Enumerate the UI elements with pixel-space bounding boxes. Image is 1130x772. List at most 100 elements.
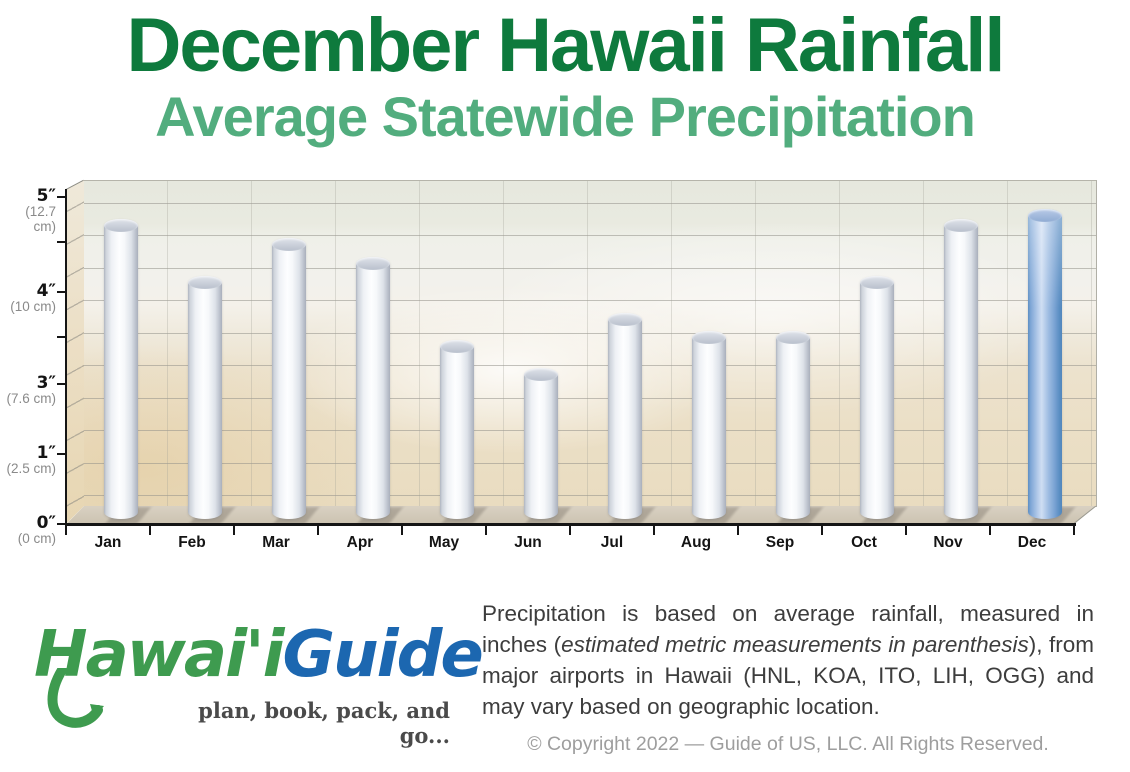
y-axis-tick [57,522,66,526]
page-subtitle: Average Statewide Precipitation [155,85,976,148]
gridline-horizontal [84,365,1096,367]
gridline-vertical [167,181,169,507]
y-axis-tick [57,240,66,244]
y-axis-tick [57,195,66,199]
x-axis-tick [400,525,404,535]
description-italic: estimated metric measurements in parenth… [561,632,1029,657]
x-axis-tick [148,525,152,535]
bar-cap [776,331,810,344]
gridline-vertical [923,181,925,507]
bar-jun [524,367,558,519]
logo-text-hawaii: Hawai'i [34,618,285,692]
page-title: December Hawaii Rainfall [126,3,1005,88]
x-axis-label-may: May [428,534,460,551]
bar-cap [356,256,390,270]
y-axis-label-inches: 5″ [36,186,56,206]
bar-oct [860,275,894,519]
gridline-vertical [419,181,421,507]
bar-dec [1028,209,1062,519]
x-axis-tick [316,525,320,535]
gridline-vertical [1091,181,1093,507]
x-axis-tick [988,525,992,535]
x-axis-tick [568,525,572,535]
x-axis-label-feb: Feb [178,534,206,551]
gridline-vertical [335,181,337,507]
y-axis-label-inches: 0″ [36,513,56,533]
x-axis-label-nov: Nov [933,534,963,551]
gridline-vertical [503,181,505,507]
gridline-horizontal [84,397,1096,399]
x-axis-label-sep: Sep [765,534,795,551]
x-axis-tick [820,525,824,535]
bar-aug [692,331,726,519]
bar-cap [272,237,306,251]
description-part3: ), from major airports in Hawaii (HNL, K… [482,632,1094,719]
bar-mar [272,237,306,519]
y-axis-tick [57,382,66,386]
copyright-text: © Copyright 2022 — Guide of US, LLC. All… [527,733,1049,755]
gridline-vertical [587,181,589,507]
gridline-horizontal [84,332,1096,334]
x-axis-line [64,523,1076,526]
x-axis-label-jan: Jan [94,534,122,551]
description-text: Precipitation is based on average rainfa… [482,598,1094,722]
bar-cap [440,340,474,354]
hawaiiguide-logo: Hawai'iGuide [34,618,484,692]
x-axis-label-oct: Oct [851,534,877,551]
logo-tagline: plan, book, pack, and go... [198,698,450,748]
bar-nov [944,218,978,519]
y-axis-tick [57,335,66,339]
gridline-vertical [839,181,841,507]
x-axis-label-apr: Apr [346,534,374,551]
bar-jan [104,218,138,519]
bar-sep [776,331,810,519]
y-axis-tick [57,452,66,456]
description-part1: Precipitation is based on average rainfa… [482,601,1094,657]
x-axis-tick [904,525,908,535]
y-axis-label-inches: 1″ [36,443,56,463]
bar-feb [188,275,222,519]
fishhook-icon [47,668,104,728]
y-axis-label-cm: (12.7 cm) [25,204,56,234]
y-axis-label-inches: 4″ [36,281,56,301]
gridline-horizontal [84,235,1096,237]
x-axis-tick [736,525,740,535]
x-axis-tick [484,525,488,535]
chart-floor [66,506,1096,525]
y-axis-tick [57,290,66,294]
y-axis-label-cm: (0 cm) [17,531,56,546]
logo-text-guide: Guide [282,618,484,692]
bar-cap [524,367,558,381]
x-axis-tick [64,525,68,535]
x-axis-tick [652,525,656,535]
y-axis-label-cm: (10 cm) [10,299,56,314]
gridline-horizontal [84,202,1096,204]
x-axis-label-jul: Jul [600,534,624,551]
bar-cap [944,218,978,232]
x-axis-tick [1072,525,1076,535]
bar-cap [1028,209,1062,222]
x-axis-tick [232,525,236,535]
gridline-vertical [251,181,253,507]
gridline-horizontal [84,495,1096,497]
y-axis-label-cm: (7.6 cm) [6,391,56,406]
gridline-horizontal [84,430,1096,432]
gridline-vertical [671,181,673,507]
x-axis-label-aug: Aug [680,534,712,551]
gridline-horizontal [84,462,1096,464]
gridline-horizontal [84,267,1096,269]
bar-cap [860,275,894,289]
bar-apr [356,256,390,519]
gridline-horizontal [84,300,1096,302]
y-axis-label-inches: 3″ [36,373,56,393]
x-axis-label-mar: Mar [262,534,290,551]
bar-jul [608,312,642,519]
x-axis-label-dec: Dec [1017,534,1047,551]
gridline-vertical [755,181,757,507]
bar-may [440,340,474,519]
bar-cap [692,331,726,344]
chart-plot-background [84,180,1097,507]
gridline-vertical [1007,181,1009,507]
bar-cap [188,275,222,289]
